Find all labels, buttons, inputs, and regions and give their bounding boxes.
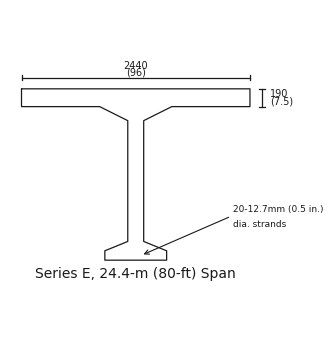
Text: 2440: 2440 xyxy=(124,61,148,71)
Text: 190: 190 xyxy=(270,89,288,99)
Text: (7.5): (7.5) xyxy=(270,96,293,106)
Text: 20-12.7mm (0.5 in.): 20-12.7mm (0.5 in.) xyxy=(233,205,324,214)
Text: (96): (96) xyxy=(126,67,146,77)
Text: dia. strands: dia. strands xyxy=(233,220,286,229)
Text: Series E, 24.4-m (80-ft) Span: Series E, 24.4-m (80-ft) Span xyxy=(35,267,236,281)
